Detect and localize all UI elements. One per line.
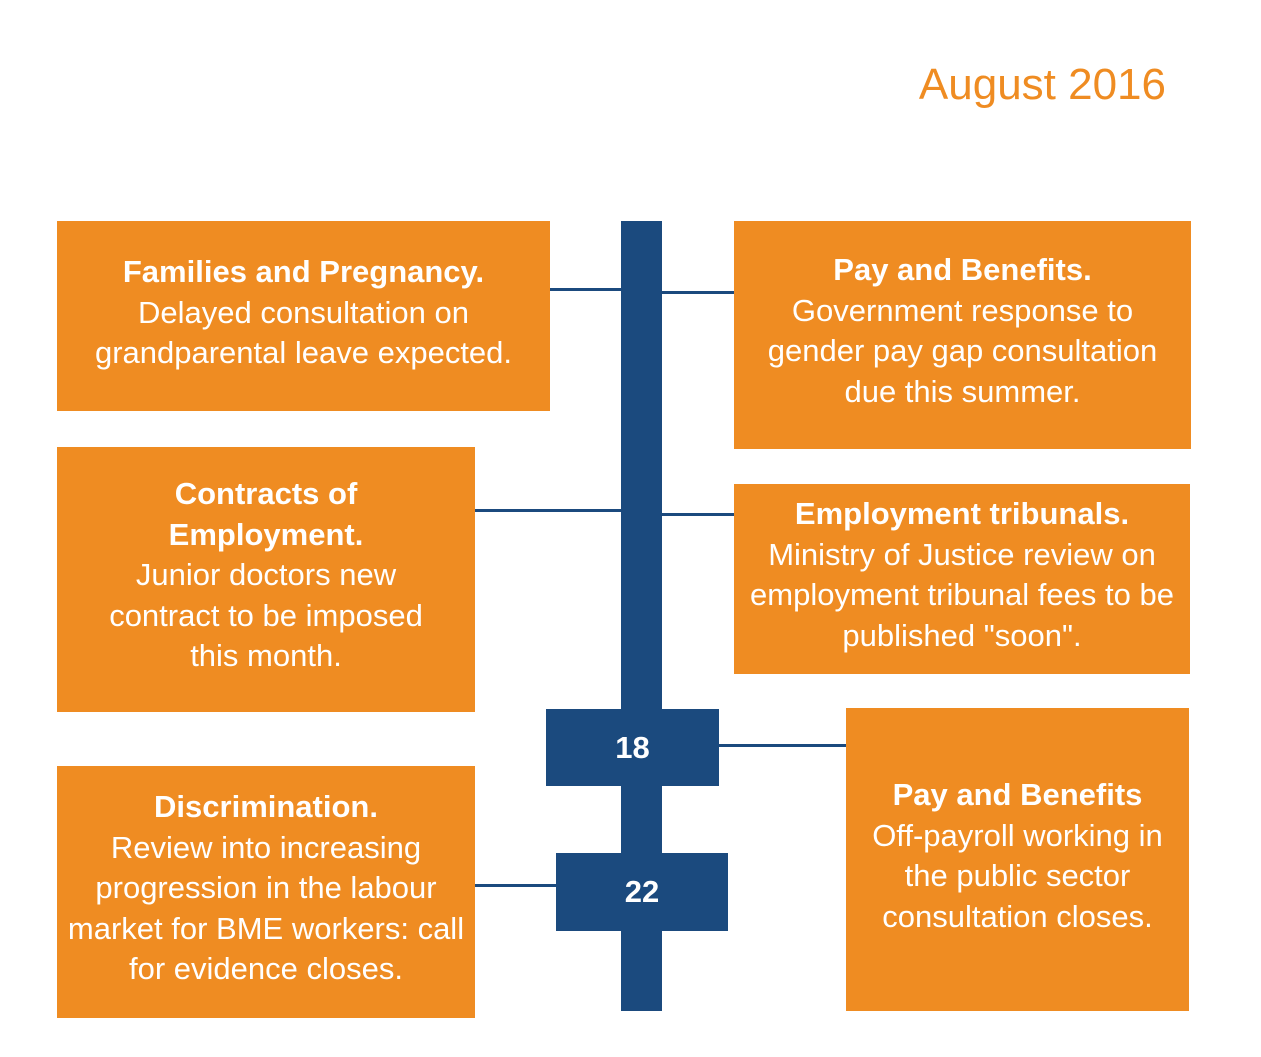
event-heading: Pay and Benefits xyxy=(892,777,1143,812)
page-title: August 2016 xyxy=(918,60,1166,109)
event-card: Families and Pregnancy. Delayed consulta… xyxy=(57,221,550,411)
event-body: Government response to gender pay gap co… xyxy=(767,292,1158,409)
event-body: Review into increasing progression in th… xyxy=(67,829,465,987)
event-heading: Pay and Benefits. xyxy=(833,252,1092,287)
event-card: Pay and Benefits Off-payroll working in … xyxy=(846,708,1189,1011)
connector xyxy=(662,513,734,516)
connector xyxy=(719,744,846,747)
event-heading: Families and Pregnancy. xyxy=(122,254,485,289)
event-card: Discrimination. Review into increasing p… xyxy=(57,766,475,1018)
event-body: Ministry of Justice review on employment… xyxy=(750,536,1174,653)
event-body: Junior doctors new contract to be impose… xyxy=(109,557,423,673)
connector xyxy=(475,884,556,887)
connector xyxy=(550,288,621,291)
event-heading: Contracts of Employment. xyxy=(168,476,364,552)
event-card: Contracts of Employment. Junior doctors … xyxy=(57,447,475,712)
event-card: Employment tribunals. Ministry of Justic… xyxy=(734,484,1190,674)
event-body: Off-payroll working in the public sector… xyxy=(872,817,1163,934)
date-marker: 18 xyxy=(546,709,719,786)
connector xyxy=(662,291,734,294)
connector xyxy=(475,509,621,512)
event-card: Pay and Benefits. Government response to… xyxy=(734,221,1191,449)
event-heading: Employment tribunals. xyxy=(794,496,1130,531)
event-body: Delayed consultation on grandparental le… xyxy=(94,294,513,371)
event-heading: Discrimination. xyxy=(154,789,378,824)
date-marker: 22 xyxy=(556,853,728,931)
